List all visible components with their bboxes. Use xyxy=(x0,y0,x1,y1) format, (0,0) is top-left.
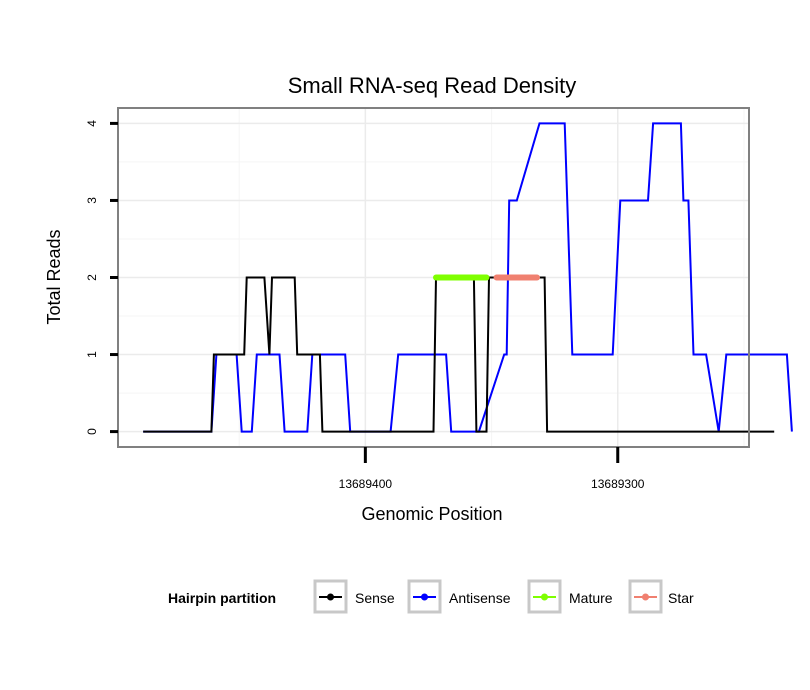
y-tick-label: 2 xyxy=(85,274,99,281)
legend-key-point xyxy=(327,593,334,601)
y-axis-title: Total Reads xyxy=(44,229,64,324)
legend-label-star: Star xyxy=(668,590,694,606)
legend-item-antisense: Antisense xyxy=(407,579,511,614)
legend-entries: Sense Antisense Mature Star xyxy=(313,579,694,614)
legend: Hairpin partition Sense Antisense Mature St… xyxy=(168,579,694,614)
legend-key-point xyxy=(421,593,428,601)
legend-key-point xyxy=(642,593,649,601)
series-layer xyxy=(143,122,793,433)
y-tick-label: 0 xyxy=(85,428,99,435)
series-line-antisense xyxy=(143,122,793,433)
legend-item-star: Star xyxy=(628,579,694,614)
legend-label-antisense: Antisense xyxy=(449,590,511,606)
legend-key-point xyxy=(541,593,548,601)
legend-label-sense: Sense xyxy=(355,590,395,606)
legend-key-mature xyxy=(527,579,562,614)
plot-panel xyxy=(117,107,793,448)
legend-title: Hairpin partition xyxy=(168,590,276,606)
legend-label-mature: Mature xyxy=(569,590,613,606)
chart-title: Small RNA-seq Read Density xyxy=(288,73,577,98)
x-axis-title: Genomic Position xyxy=(361,504,502,524)
y-tick-label: 1 xyxy=(85,351,99,358)
legend-item-sense: Sense xyxy=(313,579,395,614)
x-tick-label: 13689300 xyxy=(591,477,645,491)
y-tick-label: 3 xyxy=(85,197,99,204)
legend-item-mature: Mature xyxy=(527,579,613,614)
x-tick-label: 13689400 xyxy=(339,477,393,491)
y-tick-label: 4 xyxy=(85,120,99,127)
y-axis: 0 1 2 3 4 xyxy=(85,120,118,435)
x-axis: 13689400 13689300 xyxy=(339,447,645,491)
